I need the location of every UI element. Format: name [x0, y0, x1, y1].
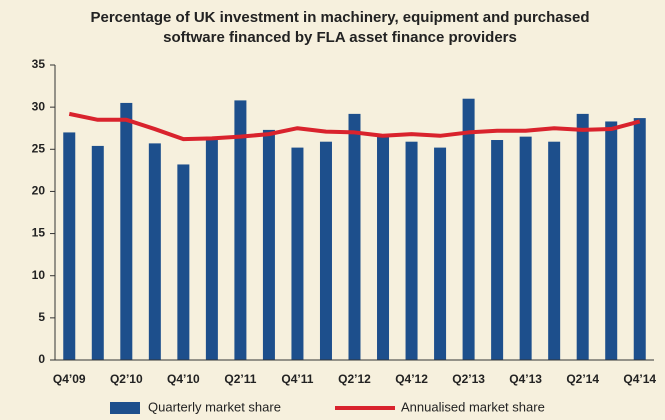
bar: [605, 121, 618, 360]
bar: [434, 147, 447, 360]
x-tick-label: Q4’13: [509, 372, 542, 386]
x-tick-label: Q4’12: [395, 372, 428, 386]
x-tick-label: Q4’09: [53, 372, 86, 386]
line: [68, 111, 641, 142]
x-tick-label: Q2’13: [452, 372, 485, 386]
bar: [633, 118, 646, 360]
x-tick-label: Q2’14: [566, 372, 599, 386]
x-tick-label: Q4’10: [167, 372, 200, 386]
bar: [491, 140, 504, 360]
bar: [262, 129, 275, 360]
y-tick-label: 5: [38, 310, 45, 324]
legend-swatch: [110, 402, 140, 414]
legend-label: Quarterly market share: [148, 399, 281, 414]
y-tick-label: 20: [32, 184, 46, 198]
x-tick-label: Q4’14: [623, 372, 656, 386]
bar: [148, 143, 161, 360]
bar: [405, 141, 418, 360]
bar: [377, 135, 390, 360]
bar: [120, 102, 133, 360]
x-tick-label: Q2’10: [110, 372, 143, 386]
bar: [63, 132, 76, 360]
bar: [519, 136, 532, 360]
y-tick-label: 30: [32, 99, 46, 113]
bar: [576, 113, 589, 360]
y-tick-label: 15: [32, 226, 46, 240]
x-tick-label: Q2’12: [338, 372, 371, 386]
bar: [177, 164, 190, 360]
bar: [462, 98, 475, 360]
y-tick-label: 0: [38, 352, 45, 366]
bar: [319, 141, 332, 360]
x-tick-label: Q4’11: [281, 372, 313, 386]
bar: [291, 147, 304, 360]
legend-label: Annualised market share: [401, 399, 545, 414]
bar: [348, 113, 361, 360]
y-tick-label: 35: [32, 57, 46, 71]
y-tick-label: 10: [32, 268, 46, 282]
bar: [548, 141, 561, 360]
bar: [91, 145, 104, 360]
y-tick-label: 25: [32, 141, 46, 155]
chart-title: Percentage of UK investment in machinery…: [90, 9, 590, 46]
bar: [205, 138, 218, 360]
x-tick-label: Q2’11: [224, 372, 256, 386]
bar: [234, 100, 247, 361]
